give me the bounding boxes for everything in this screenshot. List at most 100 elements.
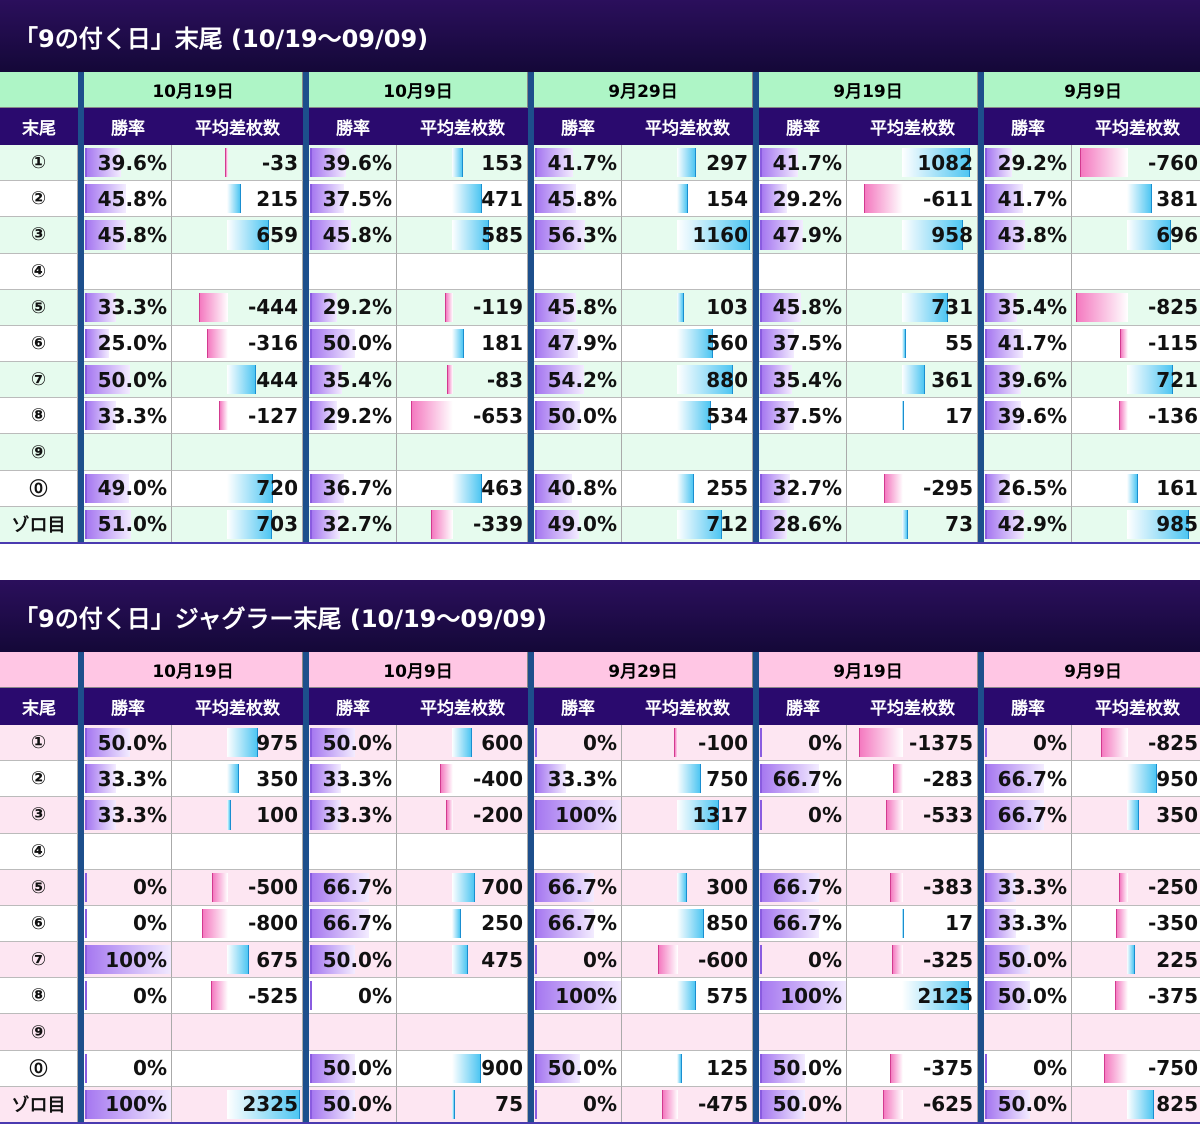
win-rate-bar bbox=[85, 328, 109, 359]
diff-bar bbox=[452, 184, 483, 214]
win-rate-cell: 32.7% bbox=[309, 506, 397, 543]
win-rate: 29.2% bbox=[772, 186, 842, 211]
win-rate-bar bbox=[535, 401, 580, 431]
win-rate-cell: 100% bbox=[534, 978, 622, 1015]
row-label: ⑨ bbox=[0, 1014, 78, 1051]
win-rate-bar bbox=[535, 473, 573, 503]
diff-cell: -339 bbox=[397, 506, 528, 543]
win-rate-cell: 41.7% bbox=[534, 145, 622, 182]
win-rate: 0% bbox=[808, 802, 842, 827]
diff-bar bbox=[1079, 148, 1129, 178]
average-diff: 2325 bbox=[242, 1092, 298, 1117]
win-rate-cell: 45.8% bbox=[534, 289, 622, 326]
row-label: ゾロ目 bbox=[0, 1086, 78, 1123]
win-rate-cell: 0% bbox=[84, 1050, 172, 1087]
date-header: 9月9日 bbox=[984, 72, 1200, 108]
average-diff: -115 bbox=[1147, 331, 1198, 356]
win-rate: 66.7% bbox=[322, 911, 392, 936]
win-rate-cell: 33.3% bbox=[309, 797, 397, 834]
diff-cell: 75 bbox=[397, 1086, 528, 1123]
diff-cell: -127 bbox=[172, 398, 303, 435]
win-rate: 50.0% bbox=[547, 1056, 617, 1081]
win-rate: 0% bbox=[1033, 730, 1067, 755]
win-rate-bar bbox=[760, 401, 795, 431]
diff-cell: 361 bbox=[847, 362, 978, 399]
win-rate-bar bbox=[85, 509, 131, 539]
average-diff: -533 bbox=[922, 802, 973, 827]
win-rate-bar bbox=[310, 981, 312, 1011]
average-diff: -375 bbox=[1147, 983, 1198, 1008]
row-label: ① bbox=[0, 145, 78, 182]
win-rate: 50.0% bbox=[997, 983, 1067, 1008]
win-rate-cell: 29.2% bbox=[759, 181, 847, 218]
diff-cell: 471 bbox=[397, 181, 528, 218]
diff-cell: -475 bbox=[622, 1086, 753, 1123]
win-rate-bar bbox=[760, 473, 791, 503]
win-rate: 100% bbox=[780, 983, 842, 1008]
win-rate-cell: 0% bbox=[759, 942, 847, 979]
diff-bar bbox=[673, 728, 678, 758]
win-rate-cell: 50.0% bbox=[534, 398, 622, 435]
row-label: ⑧ bbox=[0, 978, 78, 1015]
win-rate: 41.7% bbox=[772, 150, 842, 175]
average-diff: 444 bbox=[256, 367, 298, 392]
table-title: 「9の付く日」末尾 (10/19～09/09) bbox=[0, 0, 1200, 72]
diff-cell: 575 bbox=[622, 978, 753, 1015]
win-rate-cell: 0% bbox=[309, 978, 397, 1015]
diff-bar bbox=[1119, 872, 1128, 902]
diff-cell: 985 bbox=[1072, 506, 1200, 543]
average-diff: 721 bbox=[1156, 367, 1198, 392]
average-diff: -119 bbox=[472, 295, 523, 320]
diff-bar bbox=[452, 1053, 481, 1083]
win-rate-cell: 28.6% bbox=[759, 506, 847, 543]
win-rate-cell: 0% bbox=[759, 725, 847, 762]
diff-cell: -325 bbox=[847, 942, 978, 979]
win-rate: 37.5% bbox=[322, 186, 392, 211]
win-rate-cell: 45.8% bbox=[534, 181, 622, 218]
win-rate-bar bbox=[310, 328, 355, 359]
win-rate: 29.2% bbox=[997, 150, 1067, 175]
win-rate: 66.7% bbox=[997, 766, 1067, 791]
diff-cell: 750 bbox=[622, 761, 753, 798]
win-rate: 50.0% bbox=[772, 1092, 842, 1117]
win-rate: 29.2% bbox=[322, 403, 392, 428]
win-rate: 35.4% bbox=[772, 367, 842, 392]
average-diff: -127 bbox=[247, 403, 298, 428]
win-rate-cell: 43.8% bbox=[984, 217, 1072, 254]
diff-bar bbox=[662, 1089, 679, 1119]
average-diff: -825 bbox=[1147, 295, 1198, 320]
average-diff: 17 bbox=[945, 403, 973, 428]
diff-bar bbox=[411, 401, 453, 431]
win-rate: 32.7% bbox=[772, 476, 842, 501]
diff-cell: 215 bbox=[172, 181, 303, 218]
win-rate-bar bbox=[85, 220, 127, 250]
win-rate-bar bbox=[310, 365, 343, 395]
diff-bar bbox=[227, 945, 249, 975]
column-header: 平均差枚数 bbox=[1072, 688, 1200, 725]
diff-cell bbox=[172, 833, 303, 870]
date-header: 10月19日 bbox=[84, 652, 303, 688]
diff-cell bbox=[397, 833, 528, 870]
win-rate: 41.7% bbox=[997, 331, 1067, 356]
diff-cell bbox=[1072, 434, 1200, 471]
row-label: ⑧ bbox=[0, 398, 78, 435]
win-rate-bar bbox=[760, 292, 802, 322]
win-rate-bar bbox=[310, 800, 341, 830]
average-diff: 153 bbox=[481, 150, 523, 175]
row-label: ④ bbox=[0, 833, 78, 870]
win-rate-bar bbox=[985, 292, 1018, 322]
average-diff: 255 bbox=[706, 476, 748, 501]
diff-cell: 958 bbox=[847, 217, 978, 254]
win-rate-cell: 47.9% bbox=[534, 325, 622, 363]
date-header: 9月9日 bbox=[984, 652, 1200, 688]
win-rate-cell: 35.4% bbox=[309, 362, 397, 399]
win-rate-bar bbox=[760, 184, 788, 214]
win-rate: 45.8% bbox=[547, 186, 617, 211]
win-rate-cell: 66.7% bbox=[759, 761, 847, 798]
win-rate-bar bbox=[85, 184, 127, 214]
diff-bar bbox=[452, 473, 482, 503]
win-rate: 0% bbox=[133, 983, 167, 1008]
win-rate-bar bbox=[985, 764, 1045, 794]
win-rate-cell: 35.4% bbox=[984, 289, 1072, 326]
win-rate: 49.0% bbox=[547, 512, 617, 537]
